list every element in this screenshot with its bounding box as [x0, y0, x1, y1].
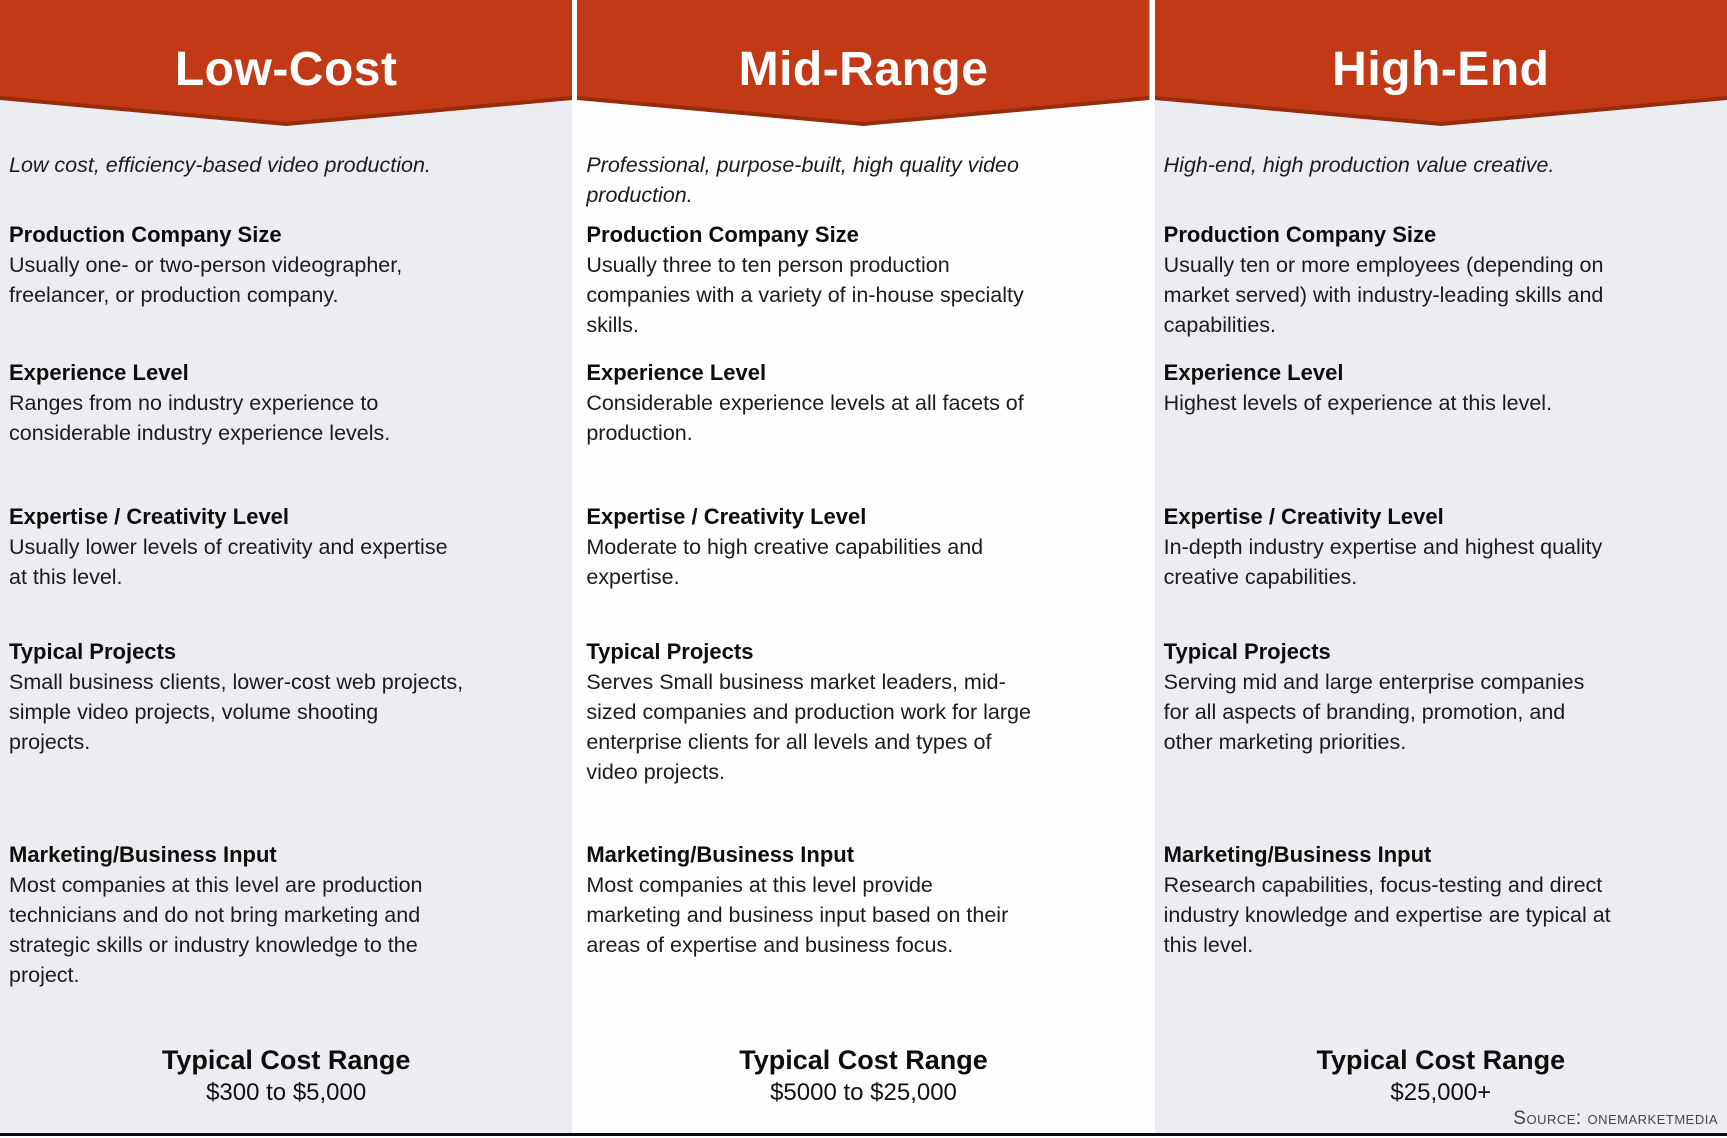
column-low-cost: Low-Cost Low cost, efficiency-based vide…	[0, 0, 573, 1138]
section-body: Usually one- or two-person videographer,…	[9, 253, 403, 307]
column-mid-range: Mid-Range Professional, purpose-built, h…	[577, 0, 1150, 1138]
cost-value: $300 to $5,000	[206, 1079, 367, 1106]
section-heading: Experience Level	[586, 360, 767, 385]
section-heading: Experience Level	[9, 360, 189, 385]
section-body: Moderate to high creative capabilities a…	[586, 535, 984, 589]
section-heading: Expertise / Creativity Level	[586, 504, 867, 529]
typical-cost-range: Typical Cost Range $5000 to $25,000	[577, 1043, 1149, 1108]
section-expertise-creativity: Expertise / Creativity Level Moderate to…	[586, 502, 1121, 592]
header-chevron	[0, 0, 573, 126]
bottom-border-line	[0, 1133, 1727, 1136]
section-body: Considerable experience levels at all fa…	[586, 391, 1024, 445]
column-high-end: High-End High-end, high production value…	[1154, 0, 1727, 1138]
section-typical-projects: Typical Projects Small business clients,…	[9, 637, 544, 757]
typical-cost-range: Typical Cost Range $300 to $5,000	[0, 1043, 572, 1108]
header-chevron	[1154, 0, 1727, 126]
section-typical-projects: Typical Projects Serving mid and large e…	[1164, 637, 1699, 757]
bottom-border-white-strip	[0, 1136, 1727, 1138]
section-experience-level: Experience Level Highest levels of exper…	[1164, 358, 1699, 418]
section-heading: Typical Projects	[9, 639, 177, 664]
section-production-company-size: Production Company Size Usually ten or m…	[1164, 220, 1699, 340]
cost-heading: Typical Cost Range	[161, 1045, 411, 1075]
section-heading: Typical Projects	[1163, 639, 1331, 664]
section-body: Research capabilities, focus-testing and…	[1163, 873, 1611, 957]
column-title: Mid-Range	[738, 43, 989, 97]
section-heading: Production Company Size	[1163, 222, 1437, 247]
section-body: Serving mid and large enterprise compani…	[1163, 670, 1585, 754]
section-marketing-business-input: Marketing/Business Input Most companies …	[9, 840, 544, 990]
section-expertise-creativity: Expertise / Creativity Level Usually low…	[9, 502, 544, 592]
section-heading: Marketing/Business Input	[586, 842, 855, 867]
section-body: Most companies at this level provide mar…	[586, 873, 1009, 957]
section-body: Usually lower levels of creativity and e…	[9, 535, 448, 589]
typical-cost-range: Typical Cost Range $25,000+	[1155, 1043, 1727, 1108]
section-expertise-creativity: Expertise / Creativity Level In-depth in…	[1164, 502, 1699, 592]
section-heading: Typical Projects	[586, 639, 754, 664]
section-experience-level: Experience Level Ranges from no industry…	[9, 358, 544, 448]
column-title: Low-Cost	[174, 43, 398, 97]
column-intro: Low cost, efficiency-based video product…	[9, 153, 431, 177]
cost-value: $25,000+	[1390, 1079, 1492, 1106]
section-heading: Marketing/Business Input	[1163, 842, 1432, 867]
section-body: Highest levels of experience at this lev…	[1163, 391, 1553, 415]
column-intro: High-end, high production value creative…	[1163, 153, 1555, 177]
cost-value: $5000 to $25,000	[770, 1079, 957, 1106]
column-intro: Professional, purpose-built, high qualit…	[586, 153, 1019, 207]
section-experience-level: Experience Level Considerable experience…	[586, 358, 1121, 448]
section-body: Small business clients, lower-cost web p…	[9, 670, 464, 754]
section-body: Ranges from no industry experience to co…	[9, 391, 391, 445]
section-marketing-business-input: Marketing/Business Input Research capabi…	[1164, 840, 1699, 960]
cost-heading: Typical Cost Range	[739, 1045, 988, 1075]
section-heading: Production Company Size	[9, 222, 282, 247]
section-heading: Expertise / Creativity Level	[9, 504, 290, 529]
section-body: Serves Small business market leaders, mi…	[586, 670, 1031, 784]
section-production-company-size: Production Company Size Usually three to…	[586, 220, 1121, 340]
section-body: In-depth industry expertise and highest …	[1163, 535, 1603, 589]
header-chevron	[577, 0, 1150, 126]
section-marketing-business-input: Marketing/Business Input Most companies …	[586, 840, 1121, 960]
section-heading: Expertise / Creativity Level	[1163, 504, 1444, 529]
section-heading: Marketing/Business Input	[9, 842, 277, 867]
section-production-company-size: Production Company Size Usually one- or …	[9, 220, 544, 310]
section-heading: Experience Level	[1163, 360, 1344, 385]
section-body: Most companies at this level are product…	[9, 873, 423, 987]
source-attribution: Source: onemarketmedia	[1513, 1108, 1718, 1129]
cost-heading: Typical Cost Range	[1316, 1045, 1566, 1075]
column-title: High-End	[1332, 43, 1550, 97]
section-body: Usually three to ten person production c…	[586, 253, 1024, 337]
section-typical-projects: Typical Projects Serves Small business m…	[586, 637, 1121, 787]
section-body: Usually ten or more employees (depending…	[1163, 253, 1604, 337]
section-heading: Production Company Size	[586, 222, 859, 247]
